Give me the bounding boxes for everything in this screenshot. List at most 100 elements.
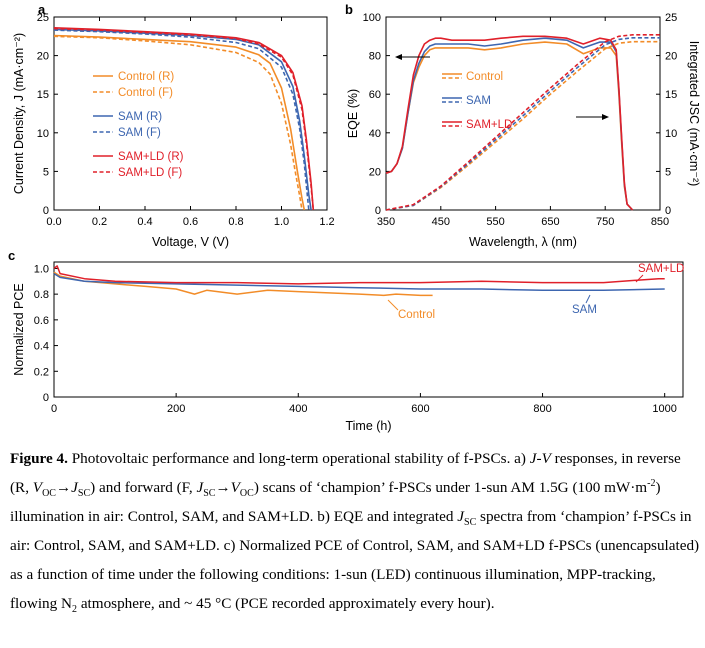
c-x-axis-label: Time (h) xyxy=(345,419,391,433)
panel-c-stability-chart: 0 200 400 600 800 1000 0 0.2 0.4 0.6 0.8 1.0 Time (h… xyxy=(8,248,684,433)
a-plot-frame xyxy=(53,16,328,211)
a-legend-label-sam-r: SAM (R) xyxy=(118,111,162,123)
c-x-tick-label: 0 xyxy=(51,403,57,415)
a-x-tick-label: 0.2 xyxy=(92,216,107,228)
a-y-tick-label: 10 xyxy=(37,128,49,140)
c-series-control xyxy=(53,271,433,297)
caption-superscript: -2 xyxy=(647,477,656,489)
a-x-tick-label: 0.8 xyxy=(228,216,243,228)
b-x-tick-label: 750 xyxy=(596,216,614,228)
caption-jsc: J xyxy=(457,508,465,525)
caption-voc-sub: OC xyxy=(42,488,56,500)
caption-voc: V xyxy=(32,479,43,496)
b-series-control-dashed-right xyxy=(385,40,660,211)
b-series-sam-ld-dashed-right xyxy=(385,34,660,211)
b-x-axis-label: Wavelength, λ (nm) xyxy=(469,235,577,249)
b-x-tick-label: 850 xyxy=(651,216,669,228)
b-y-tick-label: 100 xyxy=(363,12,381,24)
c-label-sam-ld-pointer xyxy=(635,274,644,283)
b-x-tick-label: 450 xyxy=(432,216,450,228)
c-series-sam-ld xyxy=(53,265,665,285)
a-panel-label: a xyxy=(38,2,46,17)
c-x-tick-label: 800 xyxy=(533,403,551,415)
a-legend-label-control-r: Control (R) xyxy=(118,71,174,83)
c-label-sam-ld: SAM+LD xyxy=(638,263,684,275)
caption-text-6: spectra from ‘champion’ f-PSCs in air: C… xyxy=(10,508,700,612)
c-y-tick-label: 0.6 xyxy=(34,315,49,327)
c-x-tick-label: 600 xyxy=(411,403,429,415)
a-legend-label-sam-ld-f: SAM+LD (F) xyxy=(118,167,182,179)
c-label-control: Control xyxy=(398,309,435,321)
c-x-tick-label: 200 xyxy=(167,403,185,415)
caption-arrow: → xyxy=(55,479,72,496)
c-x-tick-label: 1000 xyxy=(652,403,676,415)
caption-n2-sub: 2 xyxy=(72,604,78,616)
caption-jsc-sub: SC xyxy=(77,488,91,500)
a-x-tick-label: 1.0 xyxy=(274,216,289,228)
a-y-tick-label: 20 xyxy=(37,51,49,63)
b-y2-tick-label: 10 xyxy=(665,128,677,140)
c-series-sam xyxy=(53,272,665,292)
b-y-axis-label: EQE (%) xyxy=(346,89,360,138)
b-y2-tick-label: 5 xyxy=(665,166,671,178)
caption-text-3: ) and forward (F, xyxy=(90,479,197,496)
a-x-tick-label: 0.4 xyxy=(137,216,152,228)
caption-figure-label: Figure 4. xyxy=(10,450,68,467)
b-legend-label-control: Control xyxy=(466,71,503,83)
b-plot-frame xyxy=(385,16,661,211)
caption-voc: V xyxy=(230,479,240,496)
b-series-sam-ld-left xyxy=(385,35,634,211)
caption-jsc-sub: SC xyxy=(203,488,216,500)
a-series-sam-f-dashed xyxy=(53,29,310,211)
figure-caption: Figure 4. Photovoltaic performance and l… xyxy=(10,444,700,618)
a-y-tick-label: 0 xyxy=(43,205,49,217)
a-legend-label-control-f: Control (F) xyxy=(118,87,173,99)
a-x-tick-label: 0.6 xyxy=(183,216,198,228)
caption-arrow: → xyxy=(215,479,231,496)
caption-jv: J-V xyxy=(529,450,551,467)
b-x-tick-label: 650 xyxy=(541,216,559,228)
caption-text-2: responses, in reverse (R, xyxy=(10,450,681,496)
c-plot-frame xyxy=(53,261,684,398)
caption-jsc: J xyxy=(196,479,204,496)
b-y-tick-label: 60 xyxy=(369,89,381,101)
panel-b-eqe-chart: 350 450 550 650 750 8500204060801000510152025… xyxy=(345,2,701,249)
a-series-sam-r xyxy=(53,28,312,211)
c-label-sam-pointer xyxy=(585,294,591,304)
b-left-arrow-icon xyxy=(395,54,402,60)
b-x-tick-label: 350 xyxy=(377,216,395,228)
a-x-axis-label: Voltage, V (V) xyxy=(152,235,229,249)
c-y-tick-label: 0.2 xyxy=(34,366,49,378)
figure-canvas: 0.0 0.2 0.4 0.6 0.8 1.0 1.2 0 5 10 15 20 25 Voltage, … xyxy=(8,2,701,433)
b-y-tick-label: 0 xyxy=(375,205,381,217)
a-series-sam-ld-r xyxy=(53,27,315,211)
c-y-axis-label: Normalized PCE xyxy=(12,283,26,375)
c-label-sam: SAM xyxy=(572,304,597,316)
b-legend-label-sam: SAM xyxy=(466,95,491,107)
b-y2-tick-label: 20 xyxy=(665,51,677,63)
b-y-tick-label: 40 xyxy=(369,128,381,140)
b-panel-label: b xyxy=(345,2,353,17)
panel-a-jv-chart: 0.0 0.2 0.4 0.6 0.8 1.0 1.2 0 5 10 15 20 25 Voltage, … xyxy=(12,2,335,249)
a-y-axis-label: Current Density, J (mA·cm⁻²) xyxy=(12,33,26,194)
c-y-tick-label: 0.4 xyxy=(34,341,49,353)
b-y2-tick-label: 15 xyxy=(665,89,677,101)
b-legend-label-sam-ld: SAM+LD xyxy=(466,119,512,131)
a-legend-label-sam-f: SAM (F) xyxy=(118,127,161,139)
caption-voc-sub: OC xyxy=(239,488,254,500)
caption-jsc-sub: SC xyxy=(464,517,477,529)
a-legend-label-sam-ld-r: SAM+LD (R) xyxy=(118,151,184,163)
b-y-tick-label: 20 xyxy=(369,166,381,178)
caption-text-7: atmosphere, and ~ 45 °C (PCE recorded ap… xyxy=(77,595,495,612)
b-series-sam-dashed-right xyxy=(385,37,660,211)
c-y-tick-label: 0.8 xyxy=(34,289,49,301)
b-y2-tick-label: 0 xyxy=(665,205,671,217)
caption-text-1: Photovoltaic performance and long-term o… xyxy=(67,450,530,467)
c-label-control-pointer xyxy=(387,299,399,311)
c-x-tick-label: 400 xyxy=(289,403,307,415)
a-x-tick-label: 0.0 xyxy=(46,216,61,228)
b-y-tick-label: 80 xyxy=(369,51,381,63)
a-series-control-f-dashed xyxy=(53,35,303,211)
a-series-control-r xyxy=(53,34,306,211)
caption-text-4: ) scans of ‘champion’ f-PSCs under 1-sun… xyxy=(253,479,648,496)
